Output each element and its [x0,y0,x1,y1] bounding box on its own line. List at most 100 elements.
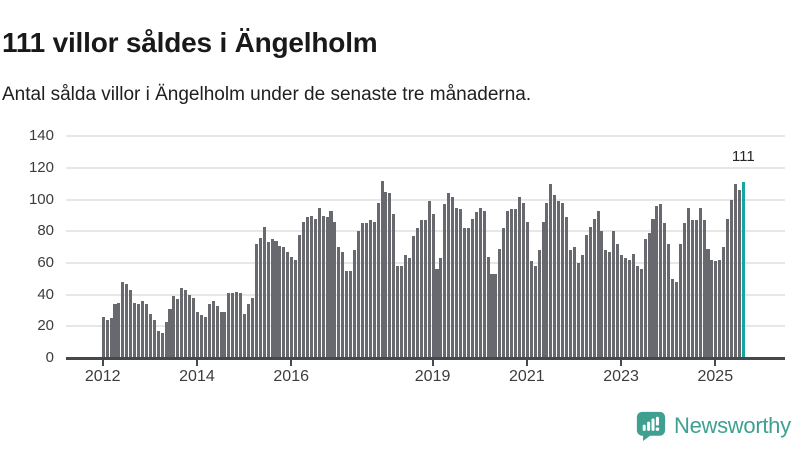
bar [529,261,533,358]
bar [623,258,628,358]
bar [604,250,608,358]
bar [576,263,580,358]
bar [243,313,247,358]
bar [376,202,380,358]
bar [572,247,576,358]
newsworthy-logo-icon [636,411,666,441]
bar [600,231,604,358]
bar [525,221,529,358]
bar [517,196,521,358]
bar [678,244,683,358]
bar [643,239,647,358]
x-axis-tick [290,360,293,366]
bar [168,308,172,358]
bar [380,180,384,358]
bar [455,207,459,358]
x-axis-tick [431,360,434,366]
bar [152,320,156,358]
bar [294,259,298,358]
bar [282,247,286,358]
bar [631,253,635,358]
bar [392,213,396,358]
bar [537,250,541,358]
bar [396,266,400,358]
bar [706,248,710,358]
x-axis-label: 2014 [179,368,215,385]
bar [117,302,121,358]
bar [121,282,125,358]
bar [356,231,360,358]
gridline [66,198,785,201]
y-axis-label: 20 [37,317,54,335]
bar [105,320,109,358]
bar [195,312,199,358]
bar [478,207,482,358]
bar [129,289,133,358]
bar [270,239,274,358]
bar [349,270,353,358]
bar [733,183,737,358]
bar [521,202,525,358]
bar [498,248,502,358]
bar [199,315,203,358]
bar [737,190,741,358]
x-axis-tick [620,360,623,366]
bar [588,226,592,358]
y-axis-label: 120 [28,159,54,177]
bar [211,301,215,358]
bar [109,318,113,358]
bar [533,266,537,358]
bar [451,196,455,358]
bar [101,316,105,358]
bar [482,210,486,358]
bar [443,204,447,358]
bar [176,299,180,358]
bar [431,213,435,358]
x-axis-label: 2023 [603,368,639,385]
bar [690,220,694,358]
bar [364,223,368,358]
bar [702,220,706,358]
x-axis-tick [195,360,198,366]
bar [184,289,188,358]
x-axis-label: 2016 [273,368,309,385]
bar [447,193,451,358]
bar [325,217,329,358]
bar [388,193,392,358]
bar [188,294,192,358]
bar [510,209,514,358]
bar [726,218,730,358]
bar [144,304,148,358]
bar [557,201,561,358]
bar [651,218,655,358]
bar [360,223,364,358]
bar [565,217,569,358]
bar [164,321,168,358]
page-title: 111 villor såldes i Ängelholm [2,26,378,58]
bar [710,259,714,358]
bar [462,228,467,358]
x-axis-label: 2012 [84,368,121,385]
bar [231,293,235,358]
y-axis-label: 140 [28,127,54,145]
bar [466,228,470,358]
bar [337,247,341,358]
bar [223,312,227,358]
bar [620,255,624,358]
gridline [66,167,785,170]
bar [659,204,663,358]
bar [404,255,408,358]
bar [313,218,317,358]
bar [545,202,549,358]
last-bar-value-label: 111 [731,148,755,165]
bar [239,293,243,358]
bar [305,217,309,358]
bar [215,305,219,358]
bar [663,223,667,358]
y-axis-label: 40 [37,285,54,303]
bar [671,278,675,358]
bar [317,207,321,358]
bar [353,250,357,358]
bar [514,209,518,358]
bar [569,250,573,358]
